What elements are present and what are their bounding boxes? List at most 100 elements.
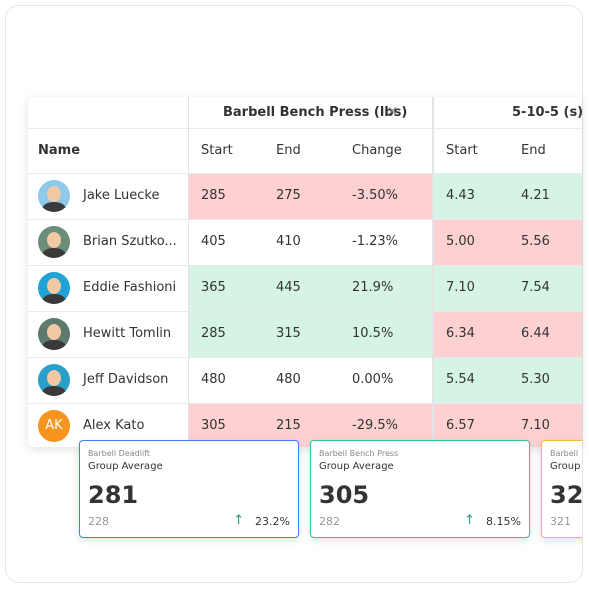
cell: 4.43 [446, 188, 475, 203]
group-title: 5-10-5 (s) [512, 105, 582, 120]
cell: 10.5% [352, 326, 394, 341]
name-header: Name [38, 143, 81, 158]
column-header: Start [201, 143, 233, 158]
card-exercise: Barbell Deadlift [88, 449, 150, 458]
row-line [28, 265, 582, 266]
col-sep [432, 97, 434, 447]
card: Barbell Deadlift Group Average 281 228 ↑ 23.2… [79, 440, 299, 538]
cell: 0.00% [352, 372, 394, 387]
cell-bg [433, 219, 582, 265]
cell-bg [433, 173, 582, 219]
cell: 5.54 [446, 372, 475, 387]
card-value: 281 [88, 481, 139, 509]
row-name: Eddie Fashioni [83, 280, 177, 295]
card-value: 32 [550, 481, 582, 509]
cell: 315 [276, 326, 301, 341]
cards: Barbell Deadlift Group Average 281 228 ↑ 23.2… [70, 432, 582, 547]
cell: 5.56 [521, 234, 550, 249]
cell: 480 [276, 372, 301, 387]
cell: 215 [276, 418, 301, 433]
cell: 4.21 [521, 188, 550, 203]
row-name: Jeff Davidson [83, 372, 169, 387]
cell-bg [433, 265, 582, 311]
avatar-initials: AK [45, 418, 63, 433]
cell: -29.5% [352, 418, 398, 433]
change-arrow: ↑ [464, 513, 475, 528]
cell-bg [433, 311, 582, 357]
face [47, 186, 61, 202]
card-previous: 282 [319, 515, 340, 528]
row-line [28, 357, 582, 358]
body [42, 248, 66, 258]
frame [5, 5, 583, 583]
avatar [38, 272, 70, 304]
card-exercise: Barbell [550, 449, 579, 458]
cell: 6.44 [521, 326, 550, 341]
row-line [28, 403, 582, 404]
body [42, 294, 66, 304]
card-previous: 228 [88, 515, 109, 528]
row-line [28, 219, 582, 220]
avatar: AK [38, 410, 70, 442]
cell-bg [188, 311, 433, 357]
cell: 5.30 [521, 372, 550, 387]
row-name: Jake Luecke [83, 188, 160, 203]
column-header: Change [352, 143, 402, 158]
card-label: Group Average [550, 461, 582, 472]
card-change: 23.2% [255, 515, 290, 528]
body [42, 340, 66, 350]
face [47, 232, 61, 248]
column-header: Start [446, 143, 478, 158]
card-label: Group Average [88, 461, 163, 472]
avatar [38, 364, 70, 396]
cell: -1.23% [352, 234, 398, 249]
col-sep [188, 97, 189, 447]
card-value: 305 [319, 481, 370, 509]
face [47, 324, 61, 340]
group-title: Barbell Bench Press (lbs) [223, 105, 408, 120]
cell: 285 [201, 188, 226, 203]
card: Barbell Bench Press Group Average 305 282 ↑ 8… [310, 440, 530, 538]
face [47, 370, 61, 386]
change-arrow: ↑ [233, 513, 244, 528]
cell-bg [188, 403, 433, 447]
cell-bg [188, 357, 433, 403]
cell: 5.00 [446, 234, 475, 249]
cell: 405 [201, 234, 226, 249]
row-line [28, 173, 582, 174]
card-previous: 321 [550, 515, 571, 528]
avatar [38, 180, 70, 212]
cell: -3.50% [352, 188, 398, 203]
cell-bg [433, 357, 582, 403]
card: Barbell Group Average 32 321 [541, 440, 582, 538]
cell-bg [188, 219, 433, 265]
column-header: End [276, 143, 301, 158]
face [47, 278, 61, 294]
cell: 480 [201, 372, 226, 387]
cell: 275 [276, 188, 301, 203]
body [42, 202, 66, 212]
row-name: Hewitt Tomlin [83, 326, 172, 341]
group-close[interactable]: × [387, 104, 398, 119]
row-name: Brian Szutko... [83, 234, 177, 249]
table: Jake Luecke 285 275 -3.50% 4.43 4.21 Brian Szu… [28, 97, 582, 447]
row-name: Alex Kato [83, 418, 145, 433]
avatar [38, 226, 70, 258]
column-header: End [521, 143, 546, 158]
cell: 7.10 [446, 280, 475, 295]
cell: 410 [276, 234, 301, 249]
cell-bg [433, 403, 582, 447]
cell: 305 [201, 418, 226, 433]
cell: 285 [201, 326, 226, 341]
card-change: 8.15% [486, 515, 521, 528]
body [42, 386, 66, 396]
cell-bg [188, 173, 433, 219]
cell: 445 [276, 280, 301, 295]
row-line [28, 311, 582, 312]
cell: 7.54 [521, 280, 550, 295]
header-line [28, 128, 582, 129]
cell-bg [188, 265, 433, 311]
cell: 21.9% [352, 280, 394, 295]
avatar [38, 318, 70, 350]
